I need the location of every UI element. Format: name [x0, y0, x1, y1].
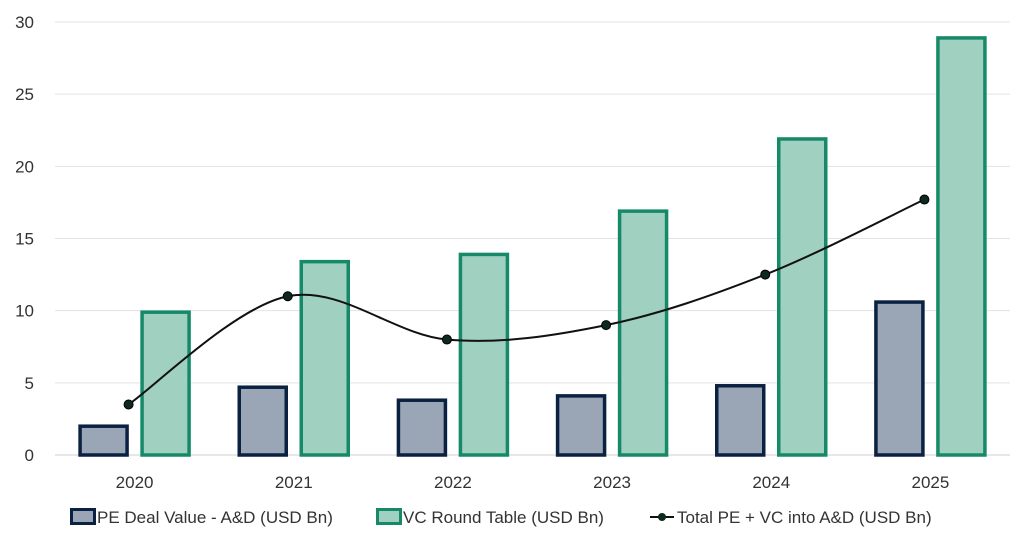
- pe-bar: [555, 394, 607, 457]
- y-tick-label: 10: [15, 302, 34, 321]
- total-marker: [123, 399, 134, 410]
- y-tick-label: 30: [15, 13, 34, 32]
- legend-swatch: [376, 508, 402, 525]
- x-tick-label: 2021: [275, 473, 313, 492]
- x-tick-label: 2025: [912, 473, 950, 492]
- total-marker: [282, 291, 293, 302]
- total-line: [128, 198, 925, 406]
- total-marker: [601, 320, 612, 331]
- y-tick-label: 0: [25, 446, 34, 465]
- vc-bar: [617, 209, 669, 457]
- x-tick-label: 2023: [593, 473, 631, 492]
- legend-label: VC Round Table (USD Bn): [403, 508, 604, 527]
- pe-bar: [396, 398, 448, 457]
- pe-bar: [874, 300, 925, 457]
- pe-bar: [78, 424, 129, 457]
- legend-swatch: [70, 508, 96, 525]
- total-marker: [441, 334, 452, 345]
- total-marker: [919, 194, 930, 205]
- y-tick-label: 20: [15, 157, 34, 176]
- pe-bar: [237, 385, 288, 457]
- y-tick-label: 15: [15, 230, 34, 249]
- vc-bar: [936, 36, 987, 457]
- pe-bar: [715, 384, 766, 457]
- x-tick-label: 2022: [434, 473, 472, 492]
- total-marker: [760, 269, 771, 280]
- vc-bar: [777, 137, 828, 457]
- x-tick-label: 2020: [116, 473, 154, 492]
- legend-label: Total PE + VC into A&D (USD Bn): [677, 508, 932, 527]
- x-tick-label: 2024: [752, 473, 790, 492]
- y-tick-label: 5: [25, 374, 34, 393]
- vc-bar: [299, 259, 350, 457]
- legend-marker: [658, 513, 666, 521]
- legend-label: PE Deal Value - A&D (USD Bn): [97, 508, 333, 527]
- y-tick-label: 25: [15, 85, 34, 104]
- vc-bar: [458, 252, 510, 457]
- vc-bar: [140, 310, 191, 457]
- legend: PE Deal Value - A&D (USD Bn) VC Round Tab…: [70, 508, 932, 527]
